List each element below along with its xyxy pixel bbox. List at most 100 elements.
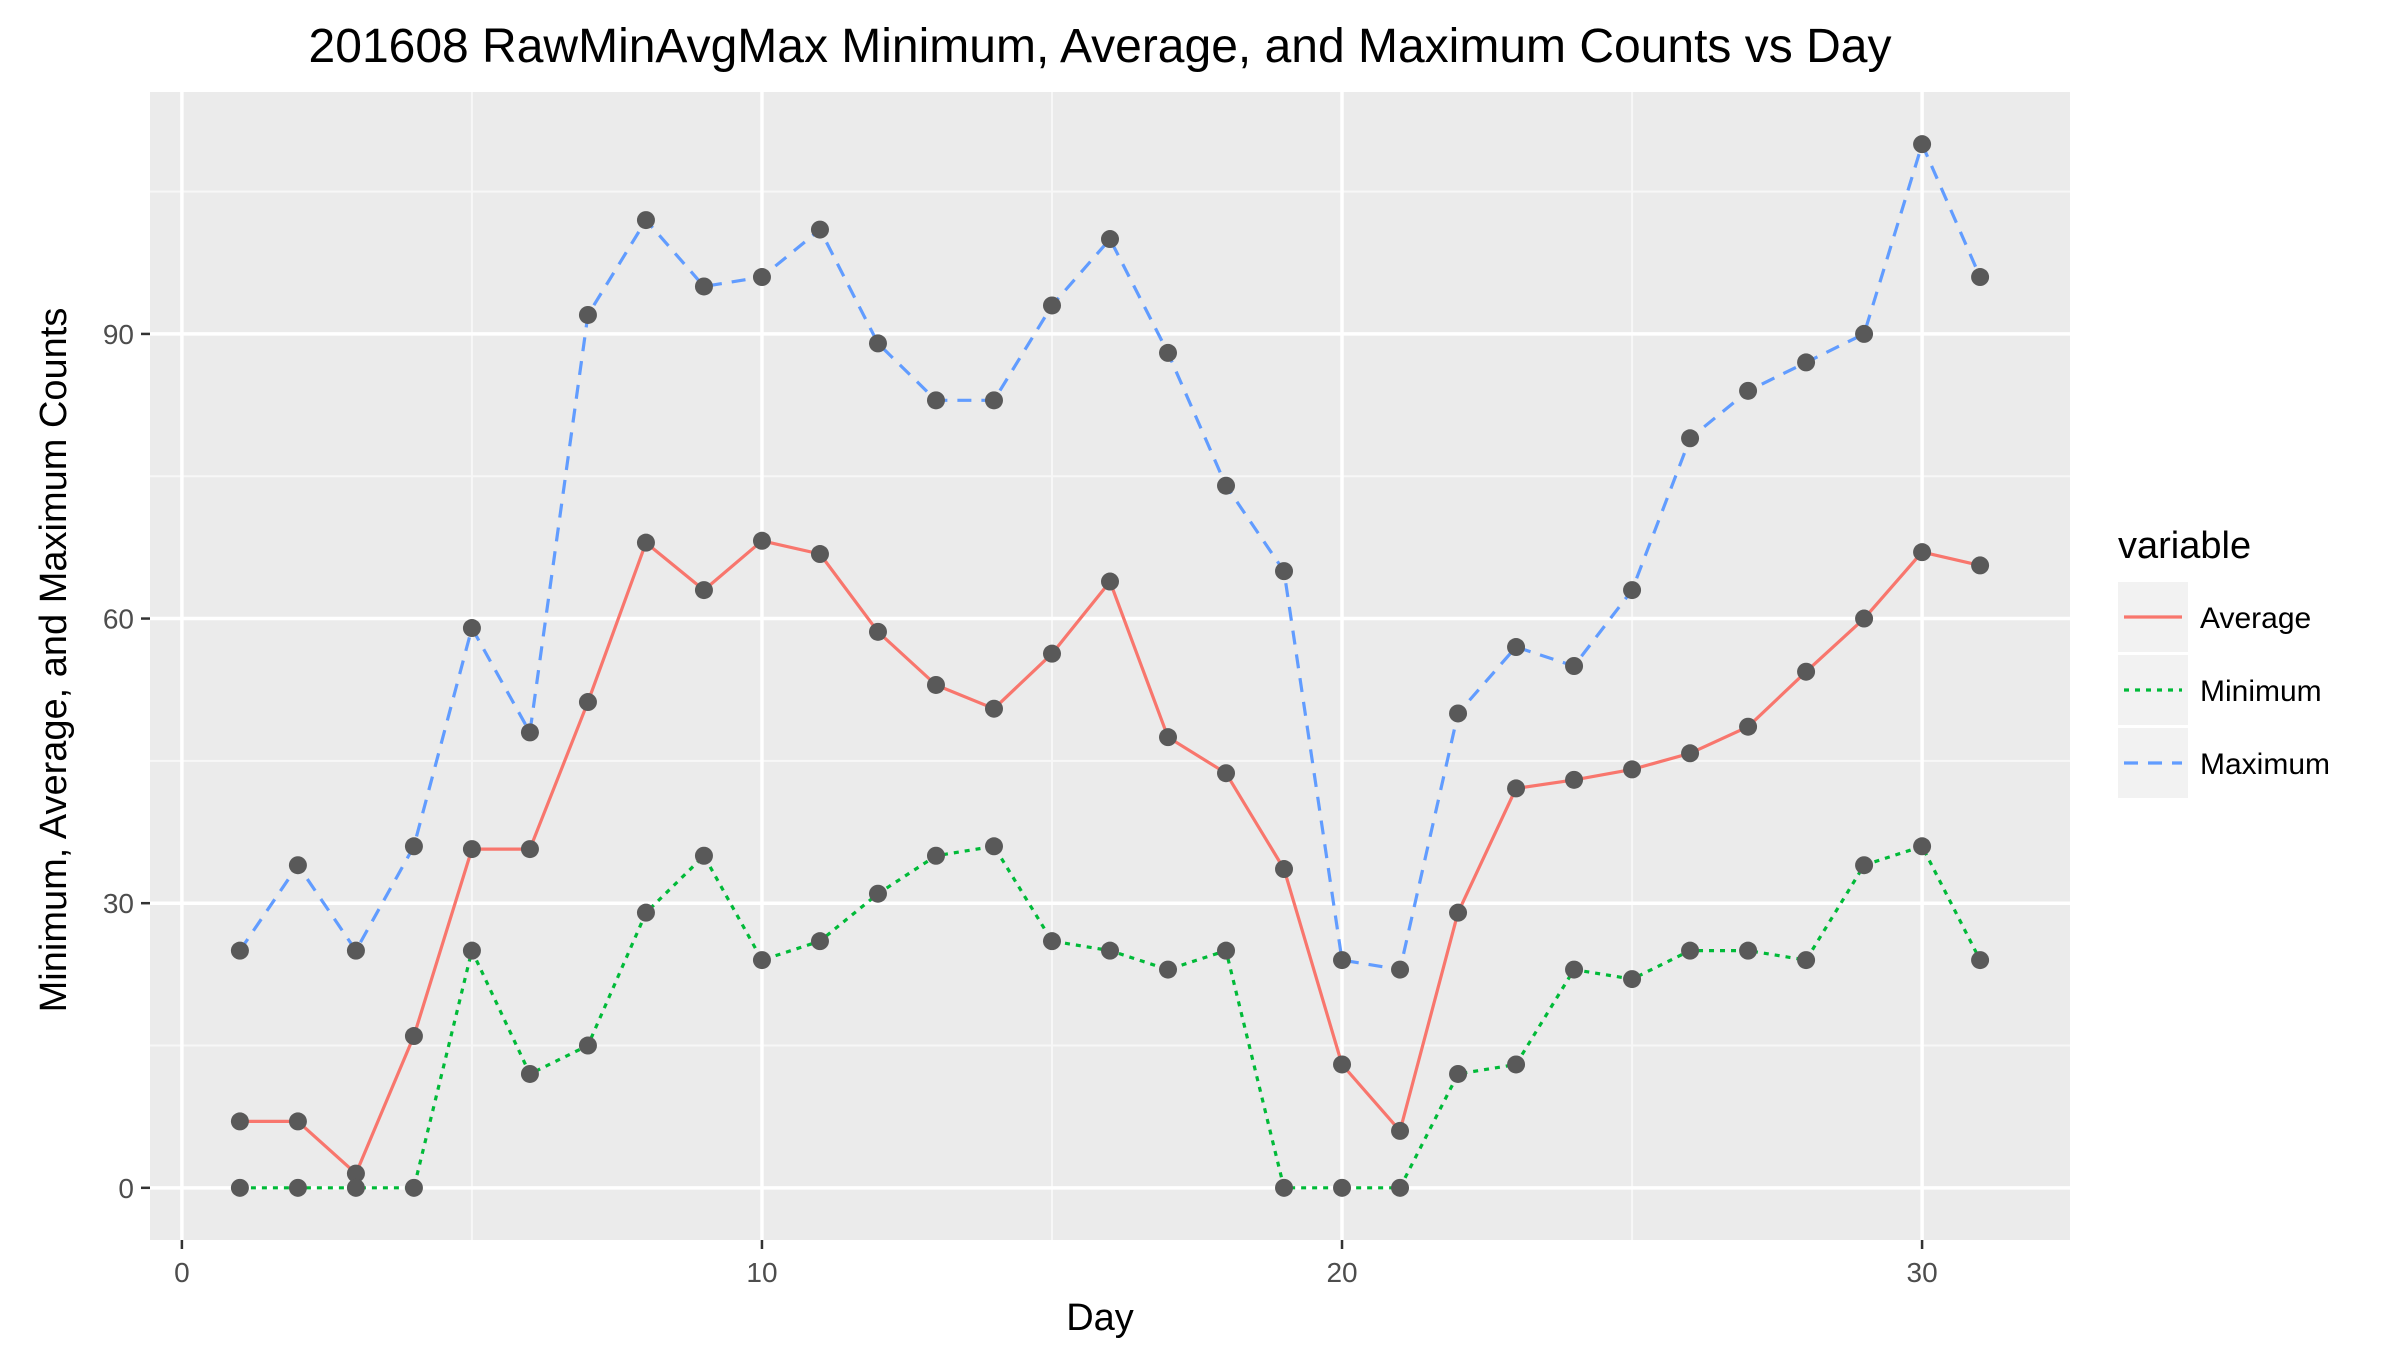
- data-point-minimum: [1797, 951, 1816, 970]
- data-point-maximum: [1913, 135, 1932, 154]
- data-point-minimum: [520, 1064, 539, 1083]
- y-tick-label: 30: [103, 888, 134, 919]
- data-point-minimum: [1623, 970, 1642, 989]
- data-point-minimum: [578, 1036, 597, 1055]
- data-point-average: [1159, 728, 1178, 747]
- legend-key-minimum: [2118, 655, 2188, 725]
- data-point-maximum: [1507, 638, 1526, 657]
- data-point-minimum: [868, 884, 887, 903]
- data-point-average: [1507, 779, 1526, 798]
- data-point-average: [1217, 764, 1236, 783]
- data-point-minimum: [1159, 960, 1178, 979]
- data-point-maximum: [1739, 381, 1758, 400]
- x-axis-title: Day: [1066, 1297, 1134, 1339]
- data-point-maximum: [462, 619, 481, 638]
- data-point-minimum: [926, 846, 945, 865]
- data-point-maximum: [1681, 429, 1700, 448]
- data-point-maximum: [1855, 324, 1874, 343]
- data-point-minimum: [1217, 941, 1236, 960]
- data-point-average: [810, 545, 829, 564]
- data-point-minimum: [984, 837, 1003, 856]
- data-point-maximum: [346, 941, 365, 960]
- data-point-minimum: [1042, 932, 1061, 951]
- data-point-minimum: [1681, 941, 1700, 960]
- minor-gridlines: [150, 92, 2070, 1240]
- data-point-minimum: [1101, 941, 1119, 960]
- data-point-maximum: [984, 391, 1003, 410]
- data-point-maximum: [636, 211, 655, 230]
- x-tick-label: 20: [1326, 1257, 1357, 1288]
- y-axis-title: Minimum, Average, and Maximum Counts: [33, 308, 75, 1013]
- x-tick-label: 30: [1907, 1257, 1938, 1288]
- data-point-maximum: [1623, 581, 1642, 600]
- data-point-average: [1681, 744, 1700, 763]
- data-point-maximum: [1971, 268, 1990, 287]
- x-tick-label: 0: [174, 1257, 190, 1288]
- data-point-average: [1623, 760, 1642, 779]
- data-point-maximum: [1101, 230, 1119, 249]
- data-point-average: [462, 840, 481, 859]
- plot-panel: [150, 92, 2070, 1240]
- legend-label-minimum: Minimum: [2200, 675, 2322, 708]
- x-tick-label: 10: [746, 1257, 777, 1288]
- data-point-average: [288, 1112, 307, 1131]
- series-points: [230, 135, 1990, 1197]
- data-point-minimum: [404, 1178, 423, 1197]
- legend-label-average: Average: [2200, 602, 2311, 635]
- data-point-maximum: [230, 941, 249, 960]
- data-point-maximum: [752, 268, 771, 287]
- y-tick-label: 60: [103, 604, 134, 635]
- data-point-average: [1797, 662, 1816, 681]
- data-point-minimum: [636, 903, 655, 922]
- data-point-average: [868, 622, 887, 641]
- data-point-minimum: [1565, 960, 1584, 979]
- data-point-average: [636, 533, 655, 552]
- data-point-maximum: [1391, 960, 1410, 979]
- data-point-minimum: [1333, 1178, 1352, 1197]
- data-point-average: [1101, 572, 1119, 591]
- data-point-average: [578, 693, 597, 712]
- data-point-average: [1913, 543, 1932, 562]
- data-point-maximum: [1217, 476, 1236, 495]
- data-point-average: [1333, 1055, 1352, 1074]
- data-point-minimum: [1275, 1178, 1294, 1197]
- data-point-average: [694, 581, 713, 600]
- data-point-minimum: [1913, 837, 1932, 856]
- data-point-maximum: [1333, 951, 1352, 970]
- data-point-minimum: [810, 932, 829, 951]
- data-point-maximum: [1565, 657, 1584, 675]
- panel-background: [150, 92, 2070, 1240]
- y-axis: 0 30 60 90: [103, 319, 150, 1204]
- data-point-average: [404, 1027, 423, 1046]
- data-point-average: [1971, 556, 1990, 575]
- data-point-maximum: [1797, 353, 1816, 372]
- legend: variable Average Minimum Maximum: [2118, 525, 2330, 798]
- data-point-maximum: [404, 837, 423, 856]
- data-point-average: [520, 840, 539, 859]
- data-point-average: [1565, 770, 1584, 789]
- data-point-maximum: [926, 391, 945, 410]
- y-tick-label: 90: [103, 319, 134, 350]
- x-axis: 0 10 20 30: [174, 1240, 1938, 1288]
- data-point-maximum: [1159, 343, 1178, 362]
- data-point-maximum: [1042, 296, 1061, 315]
- data-point-maximum: [868, 334, 887, 353]
- data-point-maximum: [810, 220, 829, 239]
- data-point-minimum: [1855, 856, 1874, 875]
- data-point-average: [984, 699, 1003, 718]
- data-point-maximum: [1275, 562, 1294, 581]
- data-point-maximum: [578, 305, 597, 324]
- data-point-average: [1449, 903, 1468, 922]
- data-point-minimum: [1449, 1064, 1468, 1083]
- data-point-average: [230, 1112, 249, 1131]
- data-point-maximum: [520, 723, 539, 742]
- data-point-average: [346, 1164, 365, 1183]
- data-point-minimum: [1391, 1178, 1410, 1197]
- data-point-minimum: [752, 951, 771, 970]
- data-point-average: [1391, 1121, 1410, 1140]
- data-point-average: [1275, 860, 1294, 879]
- data-point-average: [926, 675, 945, 694]
- data-point-minimum: [1971, 951, 1990, 970]
- major-gridlines: [150, 92, 2070, 1240]
